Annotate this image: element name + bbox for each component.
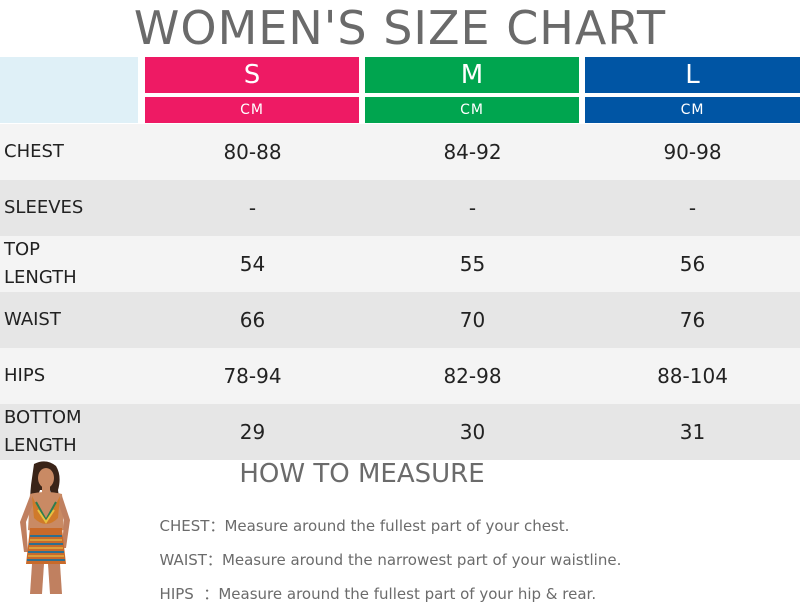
table-cell: -	[468, 196, 477, 220]
row-label: BOTTOM LENGTH	[4, 407, 82, 456]
measure-text: Measure around the fullest part of your …	[218, 585, 597, 603]
table-cell: 54	[239, 252, 266, 276]
table-cell: 76	[679, 308, 706, 332]
model-photo	[0, 460, 92, 594]
row-label: SLEEVES	[4, 197, 84, 218]
measure-label: HIPS ：	[159, 585, 219, 603]
table-cell: 66	[239, 308, 266, 332]
measure-label: CHEST：	[159, 517, 225, 535]
size-header-m: M	[365, 57, 579, 93]
chart-title: WOMEN'S SIZE CHART	[133, 1, 667, 55]
table-cell: 84-92	[443, 140, 502, 164]
row-label: TOP LENGTH	[4, 239, 77, 288]
table-cell: 80-88	[223, 140, 282, 164]
row-label: WAIST	[4, 309, 61, 330]
table-cell: 78-94	[223, 364, 282, 388]
table-cell: 30	[459, 420, 486, 444]
table-row: TOP LENGTH 54 55 56	[0, 236, 800, 292]
measure-text: Measure around the narrowest part of you…	[221, 551, 622, 569]
how-to-measure-title: HOW TO MEASURE	[239, 459, 485, 489]
measure-label: WAIST：	[159, 551, 222, 569]
table-row: HIPS 78-94 82-98 88-104	[0, 348, 800, 404]
row-label: HIPS	[4, 365, 46, 386]
table-cell: 70	[459, 308, 486, 332]
measure-line-waist: WAIST：Measure around the narrowest part …	[150, 531, 622, 570]
unit-header-l: CM	[585, 97, 800, 123]
size-header-l: L	[585, 57, 800, 93]
table-row: SLEEVES - - -	[0, 180, 800, 236]
table-cell: 82-98	[443, 364, 502, 388]
table-row: BOTTOM LENGTH 29 30 31	[0, 404, 800, 460]
size-header-s: S	[145, 57, 359, 93]
unit-header-m: CM	[365, 97, 579, 123]
table-row: WAIST 66 70 76	[0, 292, 800, 348]
table-cell: -	[248, 196, 257, 220]
table-cell: 31	[679, 420, 706, 444]
table-cell: 88-104	[657, 364, 728, 388]
header-corner	[0, 57, 138, 123]
table-cell: -	[688, 196, 697, 220]
unit-header-s: CM	[145, 97, 359, 123]
table-cell: 56	[679, 252, 706, 276]
measure-line-hips: HIPS ：Measure around the fullest part of…	[150, 565, 597, 604]
table-row: CHEST 80-88 84-92 90-98	[0, 124, 800, 180]
measure-line-chest: CHEST：Measure around the fullest part of…	[150, 497, 570, 536]
table-cell: 55	[459, 252, 486, 276]
table-cell: 90-98	[663, 140, 722, 164]
table-cell: 29	[239, 420, 266, 444]
measure-text: Measure around the fullest part of your …	[224, 517, 570, 535]
row-label: CHEST	[4, 141, 64, 162]
